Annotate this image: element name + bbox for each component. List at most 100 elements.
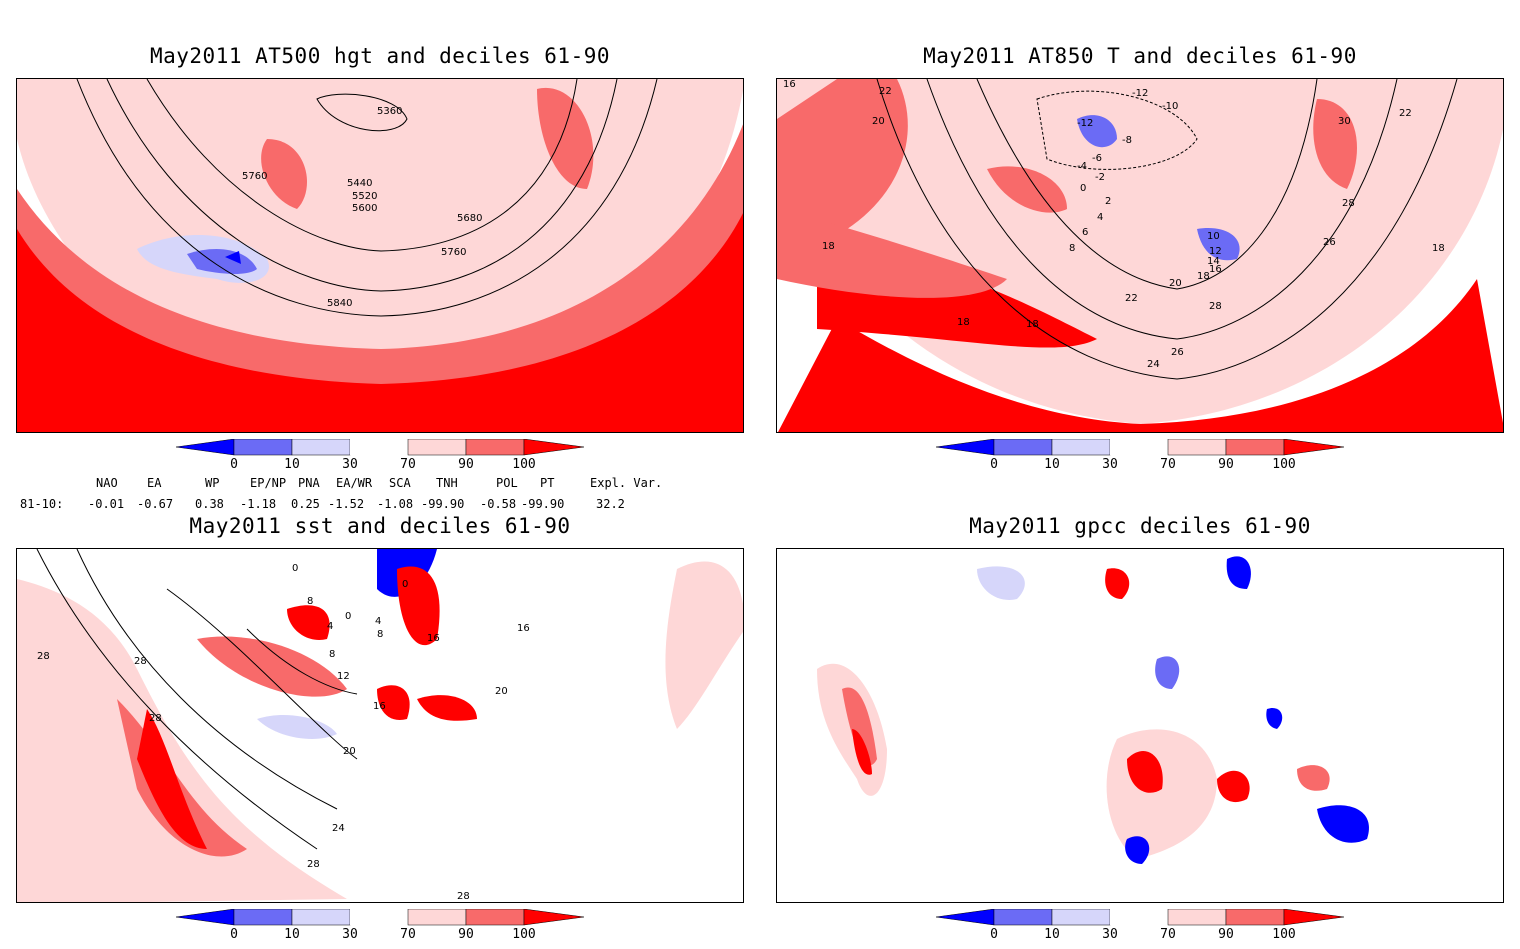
sst-label-8-c: 8: [329, 649, 335, 660]
contour-label-16: 16: [1209, 264, 1222, 275]
contour-label-m10: -10: [1162, 101, 1178, 112]
colorbar-label: 0: [990, 457, 998, 472]
sst-label-16-b: 16: [517, 623, 530, 634]
contour-label-26-b: 26: [1323, 237, 1336, 248]
map-canvas-sst: 0 0 0 4 4 8 8 8 12 16 16 20 20 24 28 28 …: [17, 549, 743, 902]
colorbar-label: 90: [1218, 457, 1234, 472]
map-canvas-at850: -12 -10 -12 -8 -6 -4 -2 0 2 4 6 8 10 12 …: [777, 79, 1503, 432]
contour-label-5440: 5440: [347, 178, 372, 189]
sst-label-8-b: 8: [377, 629, 383, 640]
contour-label-5760-a: 5760: [242, 171, 267, 182]
colorbar-label: 10: [1044, 457, 1060, 472]
colorbar-label: 90: [458, 457, 474, 472]
contour-label-m12-a: -12: [1132, 88, 1148, 99]
sst-label-20-b: 20: [495, 686, 508, 697]
index-value: 32.2: [596, 497, 625, 511]
sst-label-4-a: 4: [327, 621, 333, 632]
colorbar-label: 100: [512, 457, 536, 472]
index-value: -99.90: [521, 497, 565, 511]
map-at500-hgt: 5360 5440 5520 5600 5680 5760 5760 5840: [16, 78, 744, 433]
colorbar-label: 100: [512, 927, 536, 942]
contour-label-12: 12: [1209, 246, 1222, 257]
colorbar-label: 70: [400, 927, 416, 942]
index-header: TNH: [436, 476, 458, 490]
contour-label-5600: 5600: [352, 203, 377, 214]
contour-label-10: 10: [1207, 231, 1220, 242]
sst-label-16-c: 16: [427, 633, 440, 644]
sst-label-0-a: 0: [292, 563, 298, 574]
contour-label-28-b: 28: [1342, 198, 1355, 209]
sst-label-0-b: 0: [345, 611, 351, 622]
contour-label-m2: -2: [1095, 172, 1105, 183]
colorbar-label: 10: [284, 457, 300, 472]
colorbar-label: 90: [458, 927, 474, 942]
colorbar-label: 100: [1272, 927, 1296, 942]
colorbar-label: 70: [1160, 457, 1176, 472]
contour-label-20: 20: [1169, 278, 1182, 289]
map-gpcc: [776, 548, 1504, 903]
index-value: 0.25: [291, 497, 320, 511]
map-canvas-at500: 5360 5440 5520 5600 5680 5760 5760 5840: [17, 79, 743, 432]
contour-label-5840: 5840: [327, 298, 352, 309]
colorbar-label: 30: [1102, 457, 1118, 472]
colorbar-label: 10: [284, 927, 300, 942]
contour-label-22: 22: [1125, 293, 1138, 304]
panel-title-at850: May2011 AT850 T and deciles 61-90: [923, 44, 1357, 68]
contour-label-8: 8: [1069, 243, 1075, 254]
sst-label-28-e: 28: [457, 891, 470, 902]
panel-title-at500: May2011 AT500 hgt and deciles 61-90: [149, 44, 610, 68]
map-at850-t: -12 -10 -12 -8 -6 -4 -2 0 2 4 6 8 10 12 …: [776, 78, 1504, 433]
index-header: EP/NP: [250, 476, 287, 490]
colorbar-label: 70: [1160, 927, 1176, 942]
index-header: SCA: [389, 476, 411, 490]
sst-label-8-a: 8: [307, 596, 313, 607]
colorbar-sst: 0 10 30 70 90 100: [175, 908, 586, 949]
index-header: EA: [147, 476, 162, 490]
contour-label-2: 2: [1105, 196, 1111, 207]
colorbar-label: 30: [342, 457, 358, 472]
index-value: 0.38: [195, 497, 224, 511]
contour-label-5360: 5360: [377, 106, 402, 117]
index-header: PNA: [298, 476, 320, 490]
contour-label-18-b: 18: [1026, 319, 1039, 330]
contour-label-m6: -6: [1092, 153, 1102, 164]
contour-label-4: 4: [1097, 212, 1103, 223]
map-sst: 0 0 0 4 4 8 8 8 12 16 16 20 20 24 28 28 …: [16, 548, 744, 903]
sst-label-28-a: 28: [37, 651, 50, 662]
contour-label-18: 18: [1197, 271, 1210, 282]
contour-label-5520: 5520: [352, 191, 377, 202]
sst-label-20-a: 20: [343, 746, 356, 757]
contour-label-18-d: 18: [822, 241, 835, 252]
sst-label-28-d: 28: [307, 859, 320, 870]
colorbar-swatches-gpcc: [935, 908, 1345, 926]
colorbar-gpcc: 0 10 30 70 90 100: [935, 908, 1346, 949]
contour-label-m12-b: -12: [1077, 118, 1093, 129]
sst-label-0-c: 0: [402, 579, 408, 590]
map-canvas-gpcc: [817, 556, 1369, 864]
index-value: -99.90: [421, 497, 465, 511]
contour-label-30: 30: [1338, 116, 1351, 127]
colorbar-label: 30: [342, 927, 358, 942]
index-value: -1.08: [377, 497, 414, 511]
contour-label-6: 6: [1082, 227, 1088, 238]
contour-label-14: 14: [1207, 256, 1220, 267]
contour-label-22-c: 22: [879, 86, 892, 97]
sst-label-16-a: 16: [373, 701, 386, 712]
colorbar-swatches-at850: [935, 438, 1345, 456]
contour-label-5680: 5680: [457, 213, 482, 224]
contour-label-m8: -8: [1122, 135, 1132, 146]
contour-label-26: 26: [1171, 347, 1184, 358]
colorbar-swatches-sst: [175, 908, 585, 926]
index-header: EA/WR: [336, 476, 373, 490]
colorbar-at500: 0 10 30 70 90 100: [175, 438, 586, 479]
contour-label-18-a: 18: [957, 317, 970, 328]
sst-label-24: 24: [332, 823, 345, 834]
contour-label-16-b: 16: [783, 79, 796, 90]
index-value: -1.18: [240, 497, 277, 511]
index-value: -0.67: [137, 497, 174, 511]
contour-label-0: 0: [1080, 183, 1086, 194]
index-value: -1.52: [328, 497, 365, 511]
contour-label-18-c: 18: [1432, 243, 1445, 254]
panel-title-gpcc: May2011 gpcc deciles 61-90: [969, 514, 1311, 538]
sst-label-12: 12: [337, 671, 350, 682]
